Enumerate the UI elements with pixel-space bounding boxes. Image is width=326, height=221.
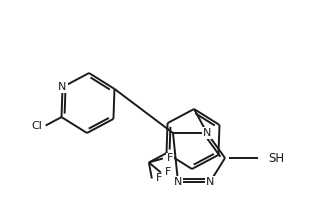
Text: F: F (167, 153, 173, 164)
Text: N: N (203, 128, 211, 138)
Text: Cl: Cl (32, 120, 43, 131)
Text: N: N (58, 82, 67, 92)
Text: N: N (206, 177, 214, 187)
Text: F: F (156, 173, 162, 183)
Text: SH: SH (268, 152, 284, 164)
Text: N: N (174, 177, 182, 187)
Text: F: F (165, 168, 171, 177)
